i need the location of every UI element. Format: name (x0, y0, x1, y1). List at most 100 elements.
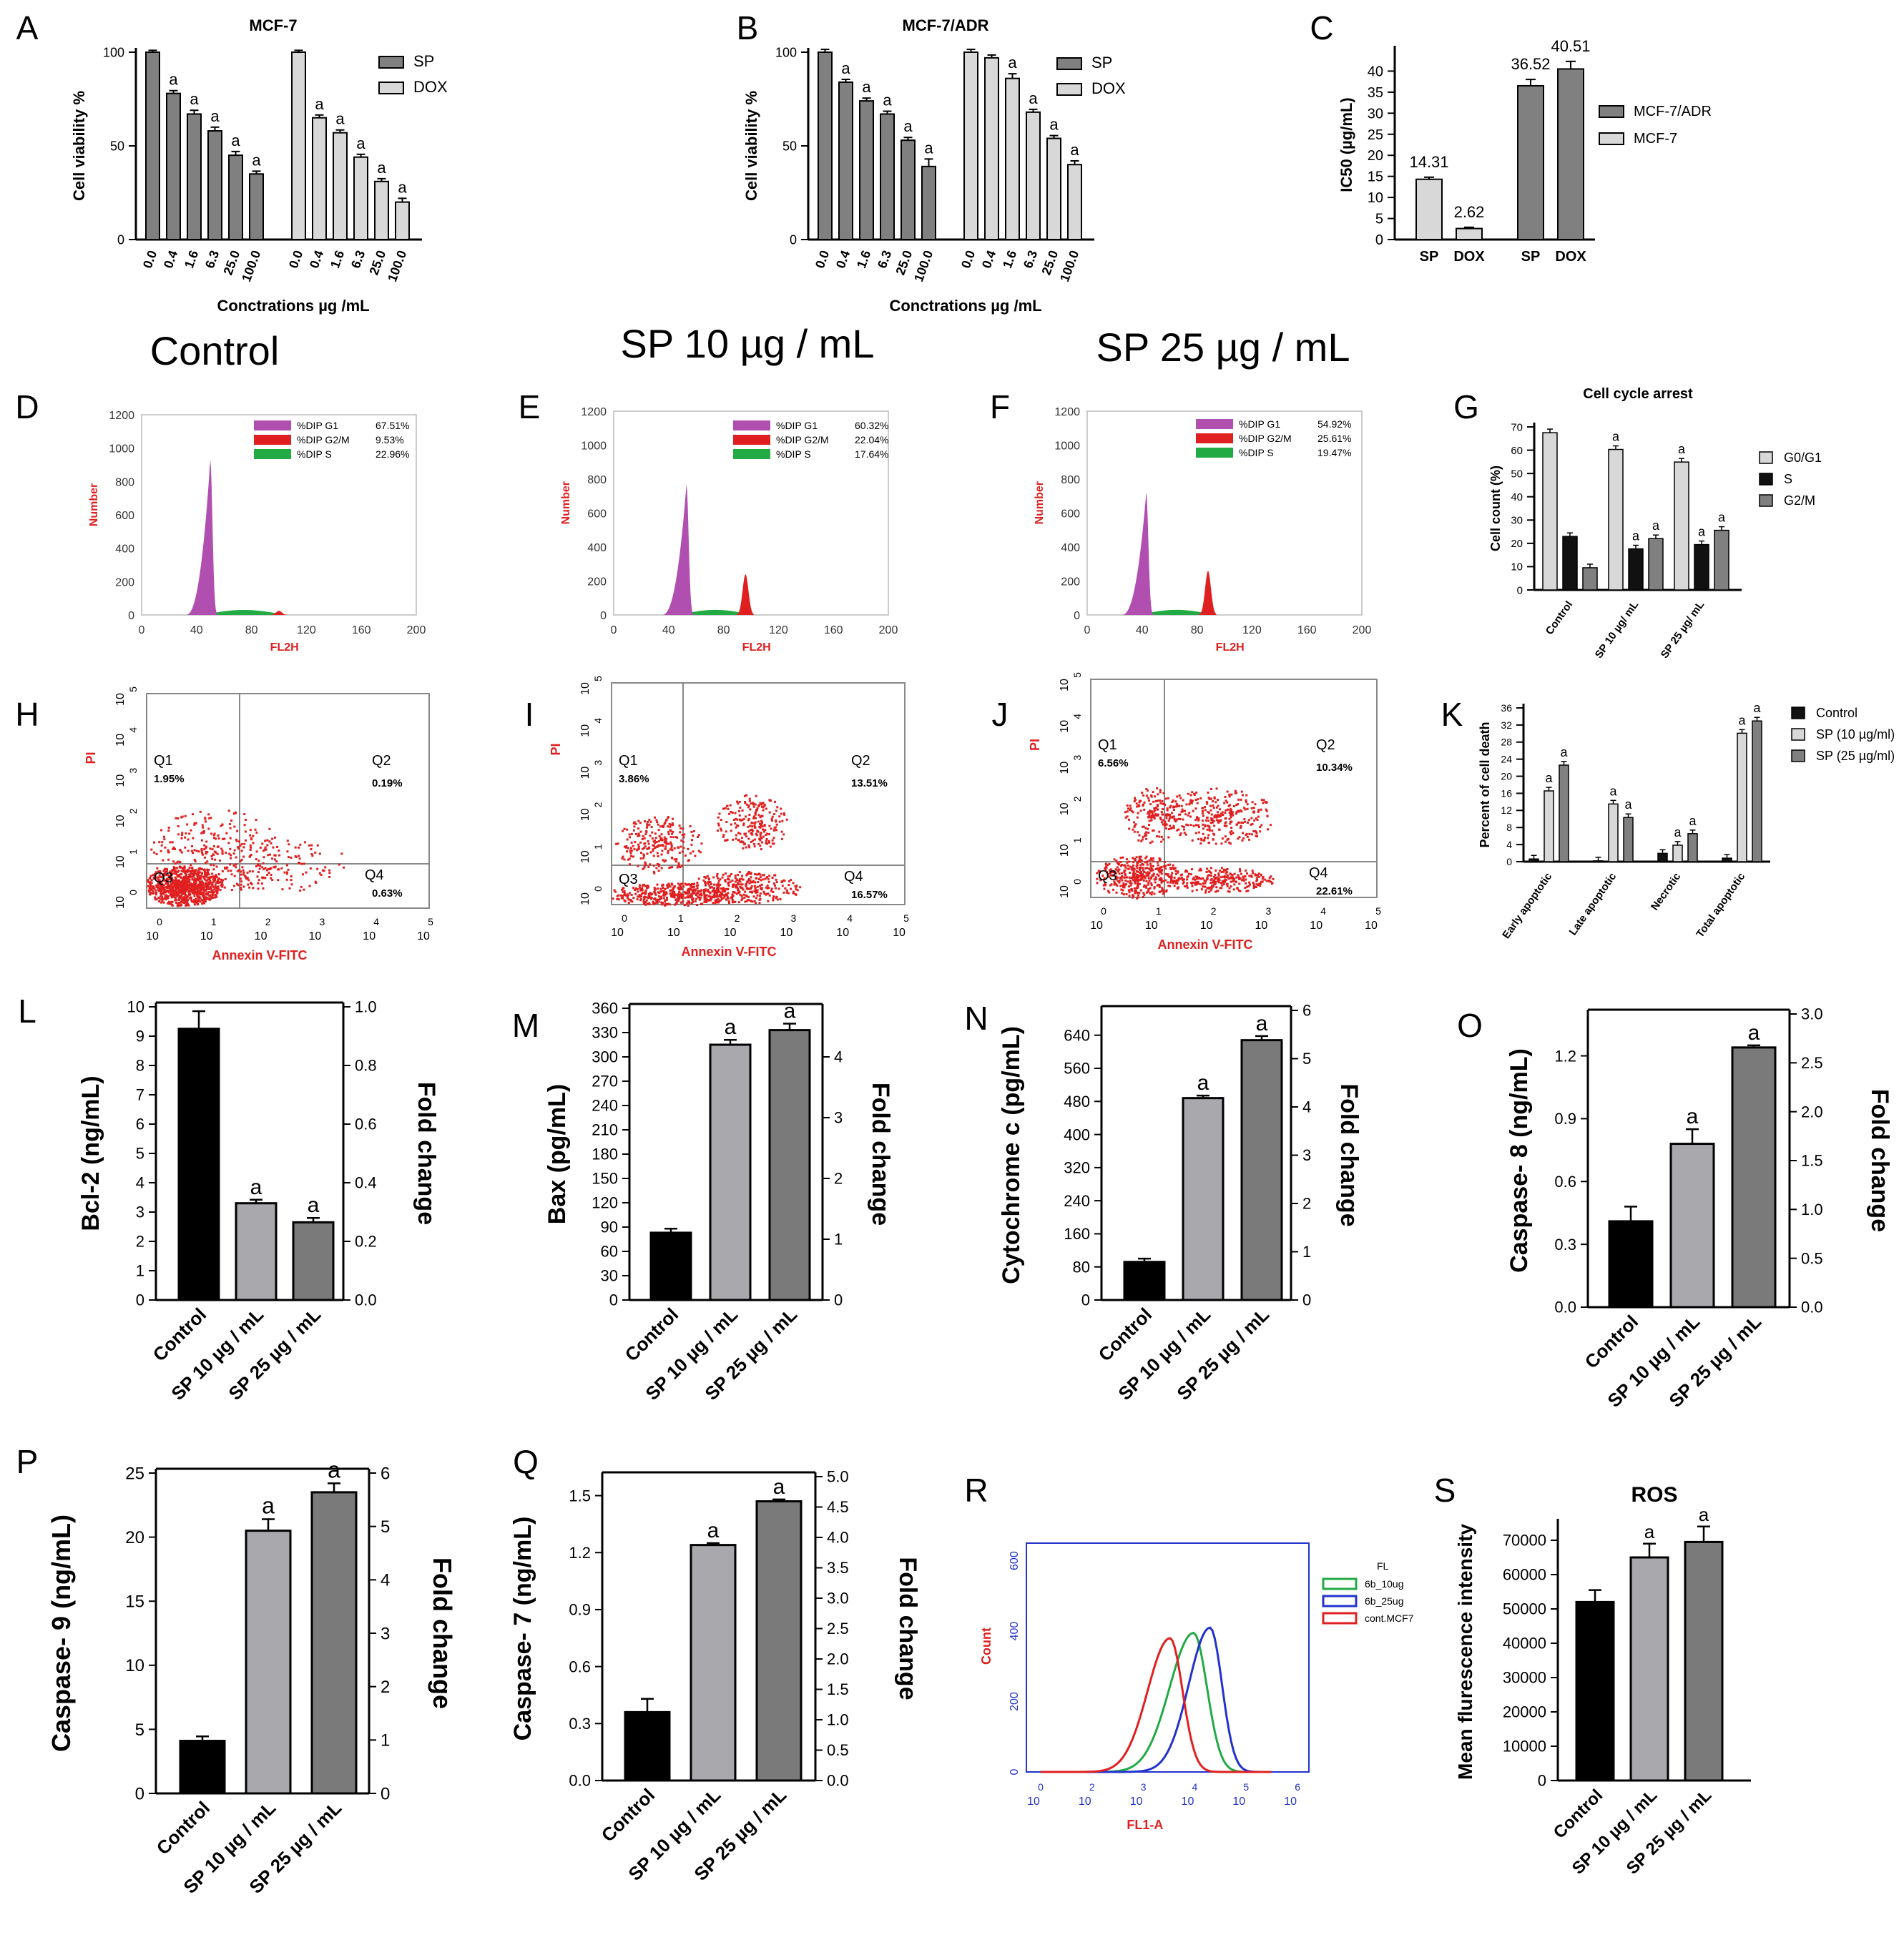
scatter-point (147, 885, 149, 887)
scatter-point (1150, 858, 1153, 861)
scatter-point (627, 847, 629, 850)
y-axis-label: Caspase- 7 (ng/mL) (509, 1517, 536, 1741)
scatter-point (257, 887, 260, 890)
scatter-point (197, 899, 200, 902)
scatter-point (1164, 867, 1167, 870)
scatter-point (714, 900, 717, 902)
y2-axis-label: Fold change (894, 1557, 921, 1700)
scatter-point (1197, 798, 1199, 801)
histogram-s-phase (202, 610, 286, 615)
scatter-point (239, 877, 242, 880)
significance-mark: a (1632, 529, 1640, 543)
scatter-point (1220, 867, 1223, 870)
bar-SP 25 µg / mL (310, 1491, 358, 1795)
scatter-point (702, 879, 705, 882)
scatter-point (787, 884, 790, 887)
scatter-point (765, 892, 768, 895)
legend-swatch (733, 449, 770, 459)
x-tick-base: 10 (1027, 1796, 1040, 1808)
scatter-point (1252, 811, 1255, 814)
scatter-point (681, 865, 684, 867)
y-tick-label: 1.2 (1554, 1047, 1576, 1065)
scatter-point (193, 858, 196, 861)
scatter-point (271, 857, 274, 860)
scatter-point (274, 854, 277, 857)
scatter-point (629, 852, 632, 855)
scatter-point (238, 869, 241, 872)
scatter-point (755, 877, 757, 880)
significance-mark: a (1008, 54, 1017, 72)
y2-tick-label: 3.0 (827, 1590, 849, 1607)
scatter-point (633, 848, 636, 851)
y-tick-base: 10 (1059, 802, 1071, 815)
scatter-point (674, 899, 677, 902)
scatter-point (1149, 809, 1152, 812)
scatter-point (1113, 871, 1116, 874)
scatter-point (1221, 837, 1224, 840)
scatter-point (1148, 859, 1151, 862)
scatter-point (1142, 895, 1144, 898)
bar-SP 10 µg / mL (1669, 1143, 1715, 1309)
scatter-point (638, 886, 641, 889)
bar-SP 25 µg / mL (1240, 1039, 1283, 1301)
y-axis-label: Cell viability % (70, 91, 88, 201)
scatter-point (1252, 885, 1255, 888)
scatter-point (1119, 857, 1122, 860)
scatter-point (770, 890, 772, 892)
scatter-point (1260, 799, 1263, 802)
scatter-point (775, 820, 777, 823)
scatter-point (1172, 882, 1174, 885)
scatter-point (1257, 815, 1260, 818)
scatter-point (673, 885, 676, 887)
scatter-point (1238, 821, 1241, 824)
x-axis-label: Annexin V-FITC (1157, 937, 1252, 952)
scatter-point (674, 903, 677, 906)
scatter-point (1109, 872, 1112, 875)
scatter-point (1197, 817, 1200, 819)
scatter-point (173, 890, 176, 892)
scatter-point (171, 882, 174, 885)
scatter-point (149, 888, 152, 891)
y-tick-label: 1 (592, 844, 604, 850)
scatter-point (1162, 808, 1164, 811)
scatter-point (1185, 870, 1188, 873)
scatter-point (183, 869, 186, 872)
scatter-point (1115, 878, 1118, 881)
scatter-point (212, 881, 215, 884)
scatter-point (213, 832, 216, 835)
bar-SP 10 µg / mL (235, 1202, 278, 1301)
scatter-point (1250, 817, 1253, 819)
panel-letter-S: S (1434, 1472, 1456, 1509)
scatter-point (679, 845, 682, 848)
y-tick-label: 200 (587, 576, 607, 589)
y-axis-label: Percent of cell death (1478, 722, 1492, 847)
scatter-point (159, 876, 162, 879)
scatter-point (762, 802, 765, 804)
scatter-point (1108, 891, 1111, 894)
scatter-point (185, 875, 188, 877)
scatter-point (737, 892, 740, 895)
significance-mark: a (1256, 1012, 1268, 1035)
scatter-point (665, 903, 668, 906)
scatter-point (1173, 885, 1176, 887)
scatter-point (773, 800, 776, 803)
scatter-point (200, 847, 203, 850)
scatter-point (690, 887, 692, 890)
scatter-point (639, 857, 642, 860)
scatter-point (177, 870, 180, 872)
scatter-point (1154, 795, 1157, 798)
scatter-point (1191, 791, 1194, 794)
scatter-point (158, 890, 161, 892)
scatter-point (771, 842, 774, 845)
scatter-point (158, 841, 161, 844)
scatter-point (750, 840, 752, 843)
scatter-point (1151, 829, 1154, 832)
scatter-point (1162, 792, 1165, 794)
scatter-point (703, 900, 706, 903)
scatter-point (1198, 869, 1201, 872)
scatter-point (669, 841, 672, 844)
x-tick-base: 10 (309, 930, 322, 942)
y-tick-label: 50 (782, 139, 797, 153)
scatter-point (646, 852, 649, 855)
scatter-point (1147, 890, 1150, 892)
